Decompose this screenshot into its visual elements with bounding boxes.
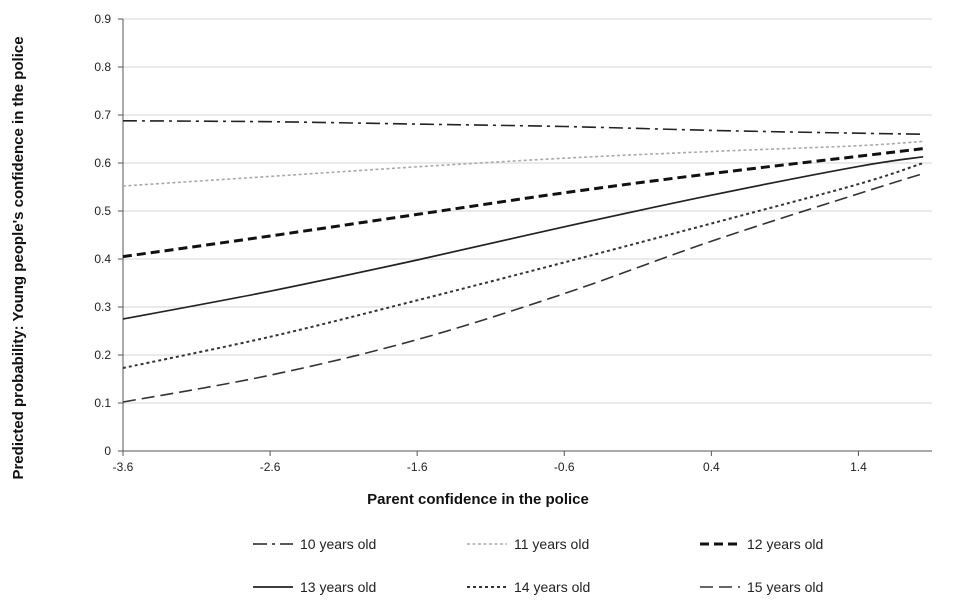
x-tick-label: -1.6 — [407, 460, 428, 474]
y-tick-label: 0.9 — [94, 12, 111, 26]
legend-label: 13 years old — [300, 579, 376, 595]
series-line — [122, 155, 924, 320]
y-tick-label: 0.7 — [94, 108, 111, 122]
y-tick-label: 0.2 — [94, 348, 111, 362]
y-tick-label: 0.8 — [94, 60, 111, 74]
x-tick-label: 0.4 — [703, 460, 720, 474]
series-line — [122, 120, 924, 135]
legend-label: 11 years old — [514, 536, 589, 552]
y-tick-label: 0.6 — [94, 156, 111, 170]
legend-label: 15 years old — [747, 579, 823, 595]
x-tick-label: -3.6 — [113, 460, 134, 474]
y-tick-labels: 0 0.1 0.2 0.3 0.4 0.5 0.6 0.7 0.8 0.9 — [94, 12, 111, 458]
x-tick-labels: -3.6 -2.6 -1.6 -0.6 0.4 1.4 — [113, 460, 867, 474]
x-axis-title: Parent confidence in the police — [367, 491, 589, 508]
gridlines — [123, 18, 932, 404]
series-line — [122, 162, 924, 369]
legend-label: 12 years old — [747, 536, 823, 552]
x-tick-label: -2.6 — [260, 460, 281, 474]
legend: 10 years old 11 years old 12 years old 13 y… — [253, 536, 823, 595]
legend-label: 10 years old — [300, 536, 376, 552]
axes — [118, 18, 932, 456]
series-lines — [122, 120, 924, 403]
series-line — [122, 140, 924, 187]
legend-label: 14 years old — [514, 579, 590, 595]
series-line — [122, 172, 924, 403]
y-tick-label: 0.5 — [94, 204, 111, 218]
y-axis-title: Predicted probability: Young people's co… — [10, 36, 27, 479]
y-tick-label: 0.4 — [94, 252, 111, 266]
y-tick-label: 0 — [104, 444, 111, 458]
x-tick-label: 1.4 — [850, 460, 867, 474]
series-line — [122, 147, 924, 259]
y-tick-label: 0.3 — [94, 300, 111, 314]
y-tick-label: 0.1 — [94, 396, 111, 410]
x-tick-label: -0.6 — [554, 460, 575, 474]
